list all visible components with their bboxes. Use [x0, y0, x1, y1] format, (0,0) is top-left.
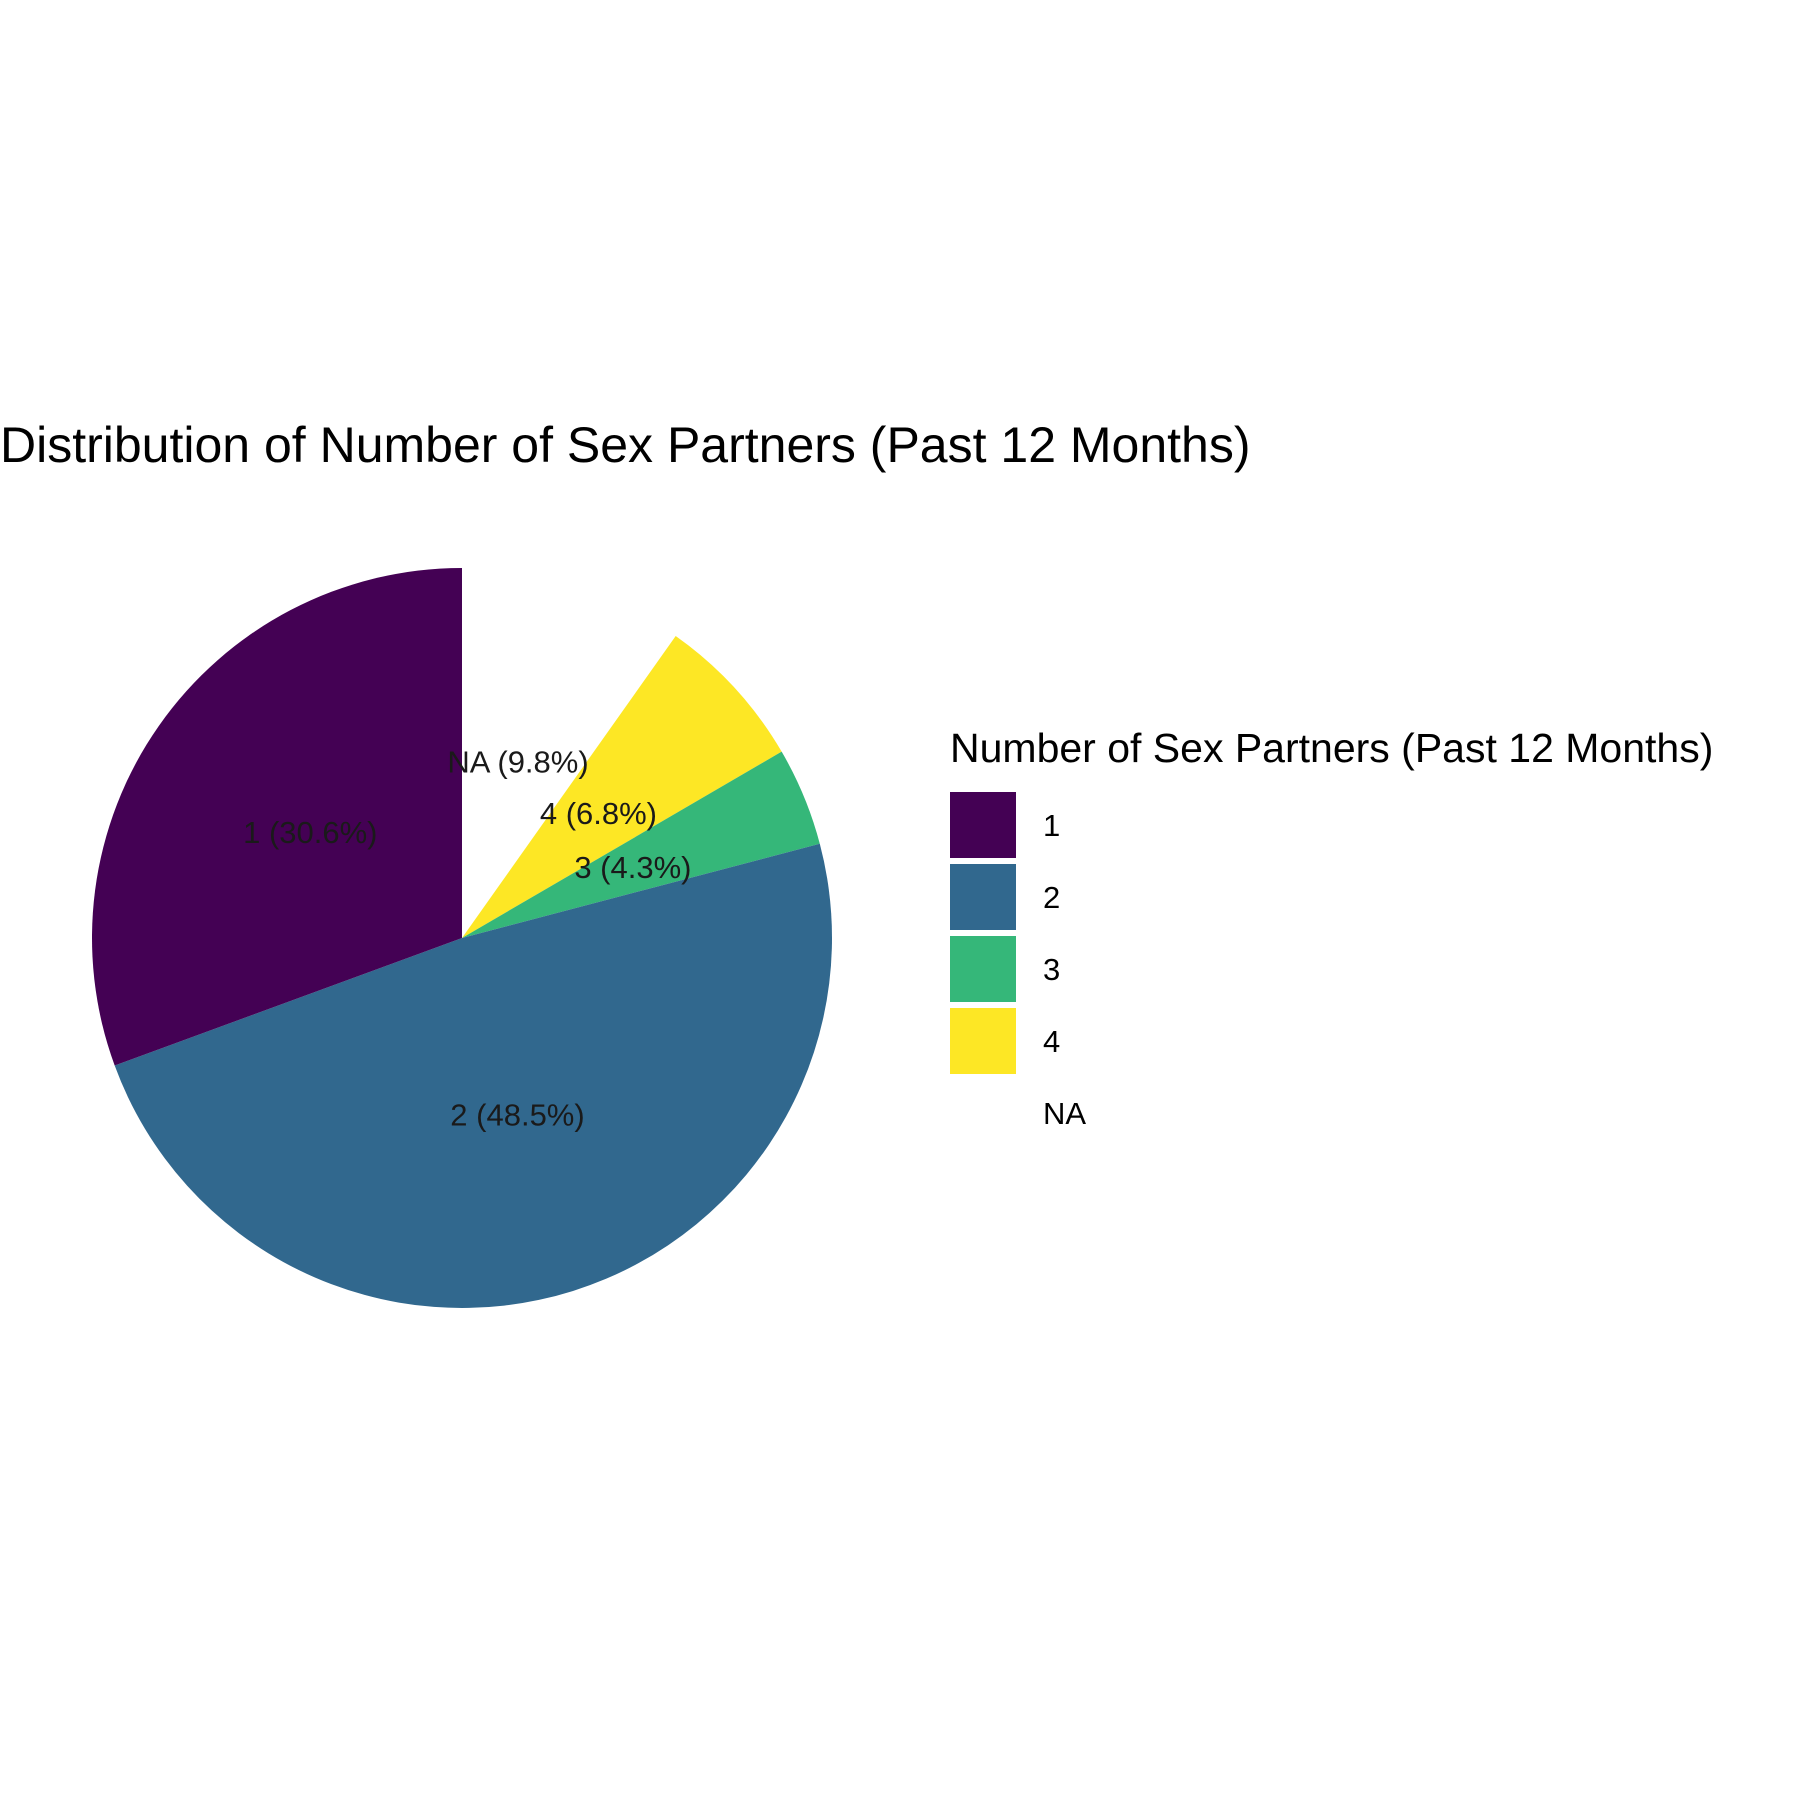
- chart-title: Distribution of Number of Sex Partners (…: [0, 417, 1251, 473]
- legend-label-3: 3: [1043, 952, 1060, 987]
- pie-slice-2: [114, 843, 833, 1308]
- legend-items: 1 2 3 4 NA: [950, 792, 1086, 1146]
- legend-key-3: [950, 936, 1016, 1002]
- legend-label-2: 2: [1043, 880, 1060, 915]
- legend-label-na: NA: [1043, 1096, 1086, 1131]
- pie-slice-na: [462, 568, 676, 938]
- legend-key-1: [950, 792, 1016, 858]
- pie-slice-3: [462, 751, 820, 938]
- legend-label-1: 1: [1043, 808, 1060, 843]
- slice-label-4: 4 (6.8%): [540, 796, 657, 831]
- pie-slice-4: [462, 635, 782, 938]
- slice-label-2: 2 (48.5%): [450, 1097, 584, 1132]
- pie-slice-1: [92, 568, 463, 1066]
- pie-slices: [92, 568, 833, 1308]
- legend-title: Number of Sex Partners (Past 12 Months): [950, 725, 1713, 771]
- slice-label-3: 3 (4.3%): [574, 850, 691, 885]
- slice-label-na: NA (9.8%): [447, 745, 588, 780]
- slice-label-1: 1 (30.6%): [243, 815, 377, 850]
- legend-key-4: [950, 1008, 1016, 1074]
- legend-key-na: [950, 1080, 1016, 1146]
- slice-labels: NA (9.8%) 4 (6.8%) 3 (4.3%) 2 (48.5%) 1 (30.…: [243, 745, 691, 1133]
- legend: Number of Sex Partners (Past 12 Months) …: [950, 725, 1713, 1146]
- legend-label-4: 4: [1043, 1024, 1060, 1059]
- legend-key-2: [950, 864, 1016, 930]
